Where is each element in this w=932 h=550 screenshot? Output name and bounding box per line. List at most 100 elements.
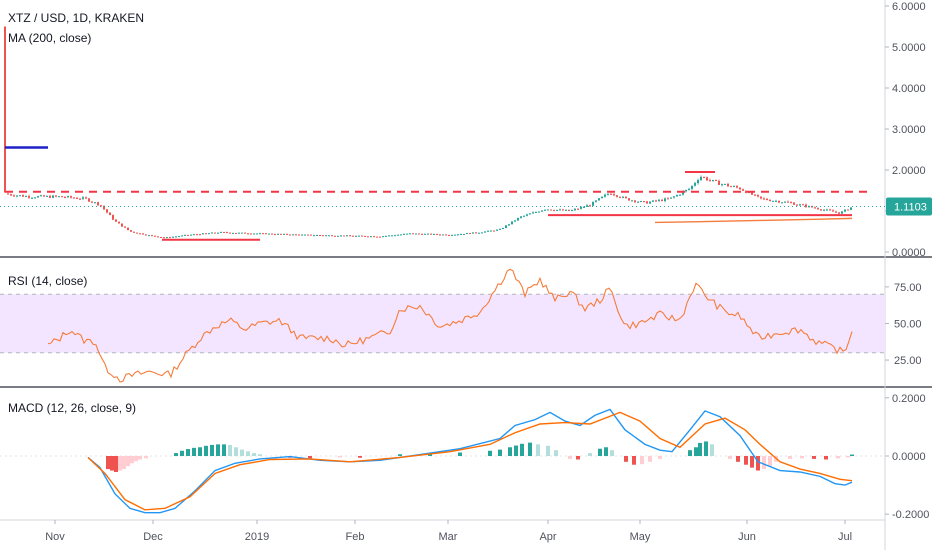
candle-body (112, 215, 114, 220)
candle-body (79, 198, 81, 200)
macd-histogram-bar (258, 454, 262, 456)
rsi-band (0, 294, 885, 353)
candle-body (598, 198, 600, 201)
candle-body (610, 193, 612, 195)
candle-body (139, 233, 141, 235)
candle-body (673, 196, 675, 198)
candle-body (316, 235, 318, 237)
macd-tick-label: 0.2000 (892, 393, 926, 405)
candle-body (400, 234, 402, 236)
candle-body (640, 201, 642, 203)
candle-body (697, 180, 699, 184)
candle-body (592, 201, 594, 206)
candle-body (253, 233, 255, 235)
price-tick-label: 3.0000 (892, 124, 926, 136)
candle-body (214, 232, 216, 234)
candle-body (361, 235, 363, 237)
candle-body (385, 235, 387, 237)
candle-body (511, 221, 513, 225)
candle-body (394, 235, 396, 237)
candle-body (442, 234, 444, 236)
candle-body (61, 196, 63, 198)
candle-body (193, 234, 195, 236)
candle-body (781, 202, 783, 204)
candle-body (235, 232, 237, 234)
candle-body (232, 232, 234, 234)
candle-body (205, 233, 207, 235)
candle-body (187, 234, 189, 236)
candle-body (481, 232, 483, 234)
candle-body (82, 197, 84, 199)
last-price-label: 1.1103 (894, 201, 927, 213)
macd-histogram-bar (180, 450, 184, 456)
candle-body (280, 233, 282, 235)
candle-body (229, 232, 231, 234)
candle-body (382, 236, 384, 238)
candle-body (124, 226, 126, 228)
candle-body (304, 234, 306, 236)
candle-body (814, 207, 816, 209)
macd-histogram-bar (308, 456, 312, 459)
candle-body (712, 179, 714, 181)
candle-body (334, 235, 336, 237)
candle-body (427, 233, 429, 235)
candle-body (283, 233, 285, 235)
candle-body (709, 180, 711, 182)
candle-body (838, 212, 840, 214)
candle-body (310, 234, 312, 236)
candle-body (49, 195, 51, 198)
rsi-pane[interactable] (0, 268, 885, 383)
candle-body (541, 210, 543, 212)
candle-body (94, 202, 96, 204)
candle-body (286, 233, 288, 235)
candle-body (202, 233, 204, 235)
macd-histogram-bar (850, 454, 854, 456)
candle-body (64, 196, 66, 198)
macd-histogram-bar (788, 456, 792, 459)
candle-body (850, 207, 852, 210)
candle-body (55, 195, 57, 197)
candle-body (658, 199, 660, 201)
candle-body (670, 197, 672, 199)
candle-body (133, 231, 135, 233)
macd-histogram-bar (228, 444, 232, 456)
price-pane[interactable] (0, 26, 885, 241)
macd-histogram-bar (640, 456, 644, 465)
candle-body (379, 236, 381, 238)
macd-histogram-bar (458, 452, 462, 456)
macd-histogram-bar (528, 442, 532, 456)
candle-body (178, 236, 180, 238)
candle-body (346, 235, 348, 237)
candle-body (412, 233, 414, 235)
macd-legend: MACD (12, 26, close, 9) (8, 401, 136, 415)
macd-histogram-bar (704, 441, 708, 456)
candle-body (619, 196, 621, 198)
candle-body (268, 233, 270, 235)
candle-body (145, 234, 147, 236)
candle-body (700, 176, 702, 181)
candle-body (85, 197, 87, 199)
candle-body (469, 233, 471, 235)
macd-histogram-bar (398, 454, 402, 456)
macd-histogram-bar (698, 442, 702, 456)
macd-histogram-bar (338, 456, 342, 458)
macd-histogram-bar (126, 456, 130, 467)
candle-body (439, 234, 441, 236)
candle-body (313, 235, 315, 237)
time-tick-label: Mar (439, 531, 458, 543)
candle-body (793, 202, 795, 205)
candle-body (790, 202, 792, 204)
candle-body (772, 200, 774, 202)
candle-body (301, 234, 303, 236)
macd-histogram-bar (744, 456, 748, 465)
macd-histogram-bar (204, 445, 208, 456)
macd-histogram-bar (624, 456, 628, 462)
candle-body (472, 232, 474, 234)
candle-body (223, 231, 225, 233)
candle-body (628, 198, 630, 201)
candle-body (664, 198, 666, 202)
macd-histogram-bar (710, 444, 714, 456)
macd-pane[interactable] (0, 408, 885, 514)
